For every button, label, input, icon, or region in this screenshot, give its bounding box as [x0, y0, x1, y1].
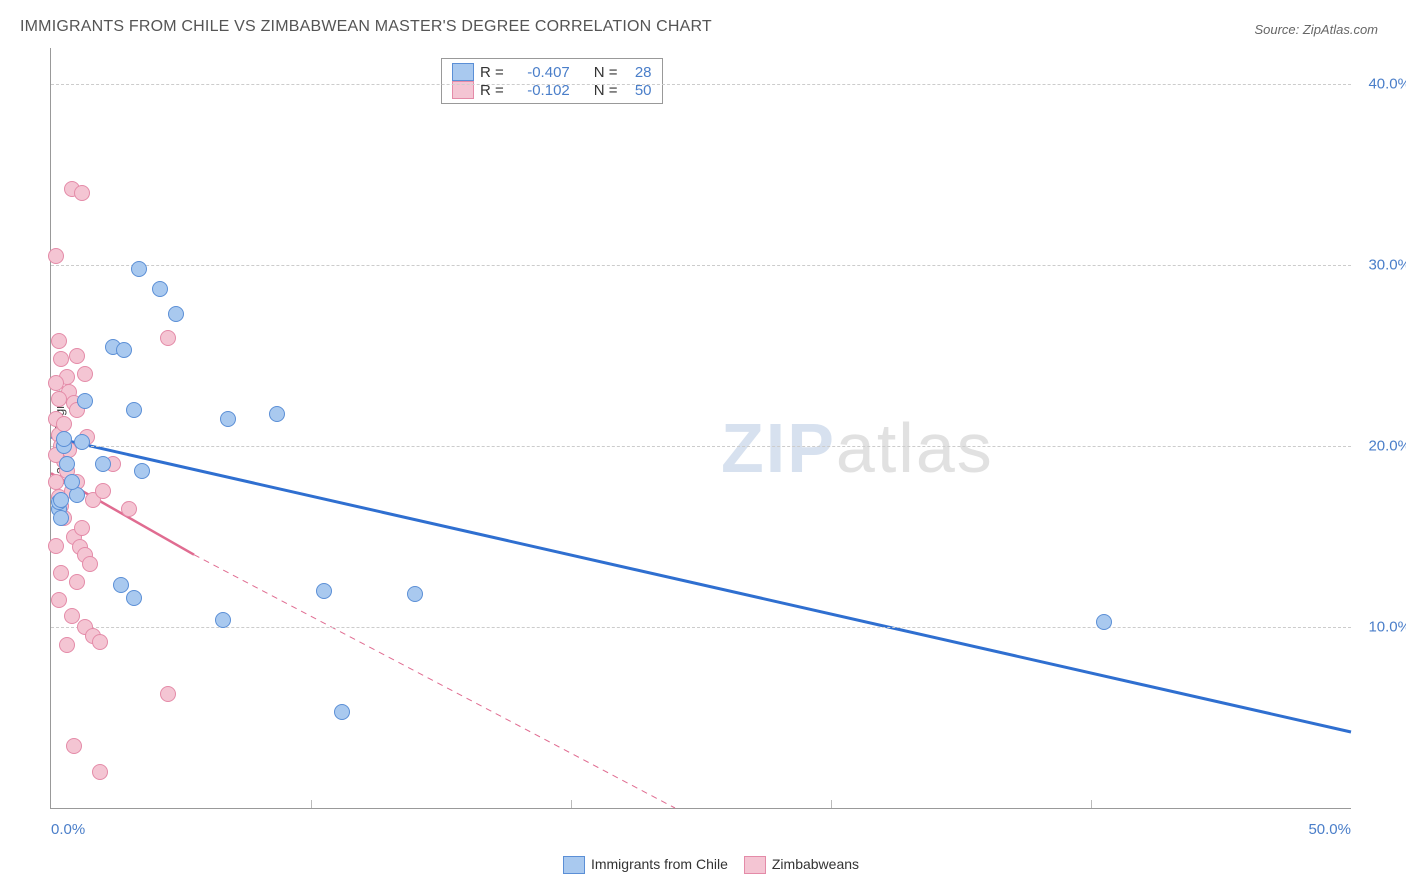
gridline-v	[311, 800, 312, 808]
trend-line	[194, 555, 675, 808]
point-series2	[48, 538, 64, 554]
legend-swatch	[563, 856, 585, 874]
legend-stat-row: R = -0.407 N = 28	[452, 63, 652, 81]
legend-bottom: Immigrants from Chile Zimbabweans	[0, 856, 1406, 874]
legend-swatch	[452, 63, 474, 81]
plot-area: ZIPatlas R =-0.407N =28R =-0.102N =50 10…	[50, 48, 1351, 809]
y-tick-label: 40.0%	[1356, 76, 1406, 93]
point-series1	[59, 456, 75, 472]
point-series1	[126, 402, 142, 418]
gridline-v	[1091, 800, 1092, 808]
point-series1	[53, 492, 69, 508]
point-series1	[126, 590, 142, 606]
y-tick-label: 10.0%	[1356, 619, 1406, 636]
point-series1	[95, 456, 111, 472]
point-series2	[66, 738, 82, 754]
gridline-v	[831, 800, 832, 808]
point-series2	[92, 764, 108, 780]
point-series1	[215, 612, 231, 628]
point-series1	[113, 577, 129, 593]
point-series2	[59, 637, 75, 653]
point-series2	[92, 634, 108, 650]
point-series1	[56, 431, 72, 447]
gridline-h	[51, 446, 1351, 447]
point-series2	[160, 686, 176, 702]
point-series1	[74, 434, 90, 450]
point-series1	[131, 261, 147, 277]
legend-n-label: N =	[594, 64, 618, 81]
point-series2	[121, 501, 137, 517]
point-series2	[51, 333, 67, 349]
point-series2	[48, 375, 64, 391]
legend-r-label: R =	[480, 64, 504, 81]
point-series1	[152, 281, 168, 297]
point-series2	[95, 483, 111, 499]
point-series1	[407, 586, 423, 602]
point-series2	[53, 565, 69, 581]
point-series1	[334, 704, 350, 720]
legend-label: Zimbabweans	[772, 856, 859, 872]
point-series1	[316, 583, 332, 599]
point-series2	[51, 391, 67, 407]
gridline-h	[51, 265, 1351, 266]
legend-n-value: 28	[624, 64, 652, 81]
point-series2	[48, 474, 64, 490]
point-series2	[74, 520, 90, 536]
x-tick-label: 0.0%	[51, 821, 85, 838]
trend-line	[51, 437, 1351, 732]
point-series1	[168, 306, 184, 322]
y-tick-label: 30.0%	[1356, 257, 1406, 274]
point-series1	[64, 474, 80, 490]
chart-title: IMMIGRANTS FROM CHILE VS ZIMBABWEAN MAST…	[20, 18, 712, 36]
gridline-h	[51, 627, 1351, 628]
legend-swatch	[744, 856, 766, 874]
legend-stats: R =-0.407N =28R =-0.102N =50	[441, 58, 663, 104]
x-tick-label: 50.0%	[1308, 821, 1351, 838]
point-series2	[48, 248, 64, 264]
point-series1	[269, 406, 285, 422]
point-series2	[69, 348, 85, 364]
point-series2	[51, 592, 67, 608]
point-series2	[77, 366, 93, 382]
point-series2	[160, 330, 176, 346]
legend-r-value: -0.407	[510, 64, 570, 81]
gridline-h	[51, 84, 1351, 85]
source-attribution: Source: ZipAtlas.com	[1254, 22, 1378, 37]
gridline-v	[571, 800, 572, 808]
point-series1	[77, 393, 93, 409]
point-series2	[69, 574, 85, 590]
point-series2	[82, 556, 98, 572]
point-series2	[53, 351, 69, 367]
point-series1	[1096, 614, 1112, 630]
y-tick-label: 20.0%	[1356, 438, 1406, 455]
point-series1	[134, 463, 150, 479]
point-series1	[53, 510, 69, 526]
point-series1	[116, 342, 132, 358]
point-series1	[220, 411, 236, 427]
trend-lines-layer	[51, 48, 1351, 808]
point-series2	[74, 185, 90, 201]
legend-label: Immigrants from Chile	[591, 856, 728, 872]
